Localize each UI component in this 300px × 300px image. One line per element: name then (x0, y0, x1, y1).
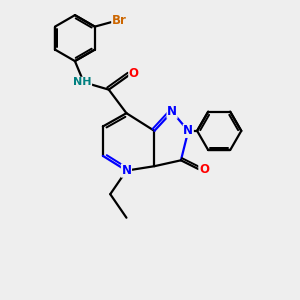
Text: O: O (199, 163, 209, 176)
Text: NH: NH (73, 77, 92, 87)
Text: N: N (167, 105, 177, 118)
Text: O: O (129, 67, 139, 80)
Text: N: N (183, 124, 193, 137)
Text: Br: Br (112, 14, 127, 27)
Text: N: N (122, 164, 131, 177)
